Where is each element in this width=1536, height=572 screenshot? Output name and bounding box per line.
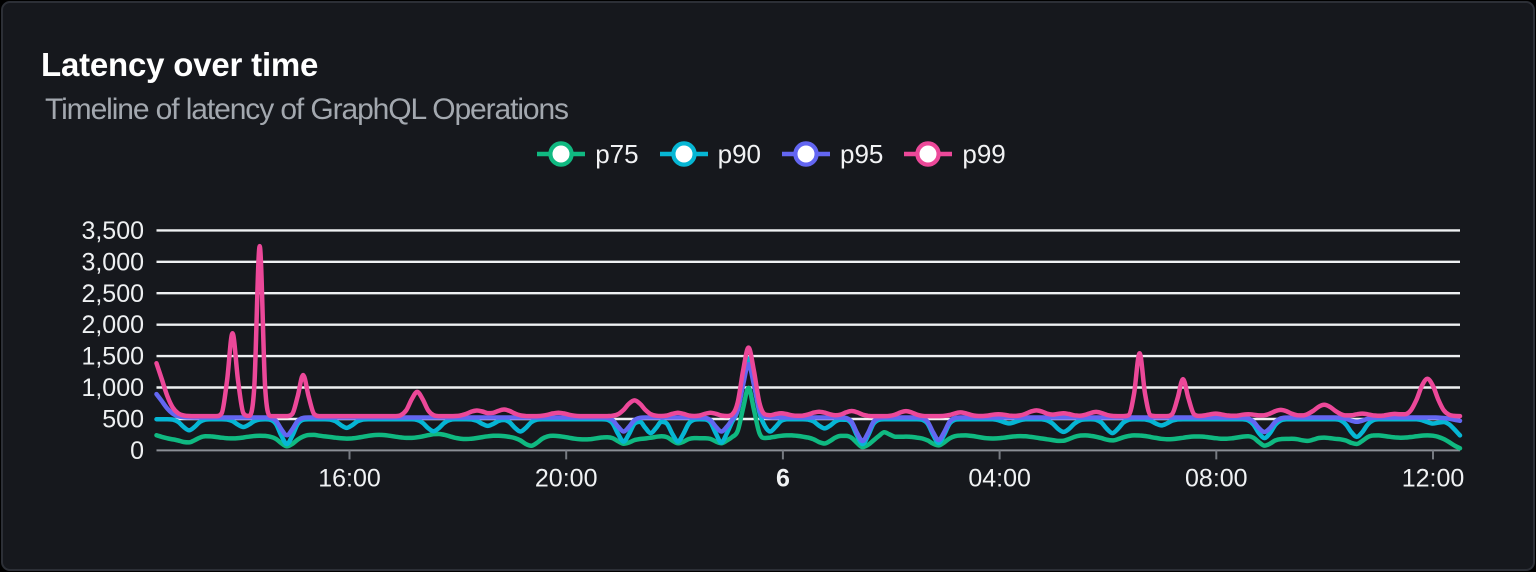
svg-text:2,000: 2,000	[81, 311, 144, 339]
svg-text:0: 0	[130, 437, 144, 465]
svg-text:08:00: 08:00	[1185, 465, 1248, 493]
svg-text:3,000: 3,000	[81, 248, 144, 276]
svg-text:16:00: 16:00	[318, 465, 381, 493]
svg-text:2,500: 2,500	[81, 280, 144, 308]
svg-text:1,500: 1,500	[81, 343, 144, 371]
svg-text:20:00: 20:00	[535, 465, 598, 493]
svg-text:500: 500	[102, 406, 144, 434]
svg-text:3,500: 3,500	[81, 217, 144, 245]
svg-text:04:00: 04:00	[968, 465, 1031, 493]
svg-text:6: 6	[776, 465, 790, 493]
svg-text:1,000: 1,000	[81, 374, 144, 402]
svg-text:12:00: 12:00	[1402, 465, 1465, 493]
